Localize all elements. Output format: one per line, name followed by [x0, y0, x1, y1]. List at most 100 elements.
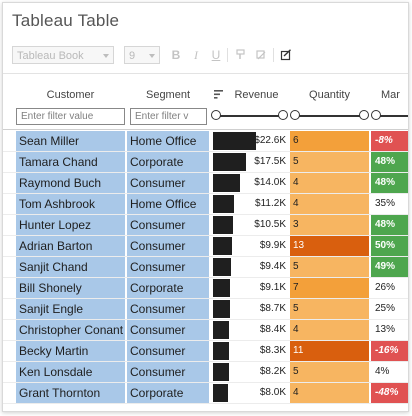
revenue-cell[interactable]: $8.4K: [211, 320, 288, 340]
segment-cell[interactable]: Consumer: [127, 362, 209, 382]
margin-cell[interactable]: 25%: [371, 299, 408, 319]
segment-cell[interactable]: Consumer: [127, 236, 209, 256]
margin-cell[interactable]: 13%: [371, 320, 408, 340]
quantity-cell[interactable]: 4: [290, 320, 369, 340]
table-row[interactable]: Raymond Buch Consumer $14.0K 4 48%: [3, 173, 408, 193]
quantity-range-slider[interactable]: [290, 109, 369, 123]
quantity-cell[interactable]: 6: [290, 131, 369, 151]
table-row[interactable]: Sanjit Engle Consumer $8.7K 5 25%: [3, 299, 408, 319]
table-row[interactable]: Ken Lonsdale Consumer $8.2K 5 4%: [3, 362, 408, 382]
quantity-cell[interactable]: 11: [290, 341, 369, 361]
quantity-cell[interactable]: 7: [290, 278, 369, 298]
customer-cell[interactable]: Sanjit Engle: [16, 299, 125, 319]
margin-cell[interactable]: 26%: [371, 278, 408, 298]
column-header-margin[interactable]: Mar: [381, 89, 400, 101]
customer-cell[interactable]: Sanjit Chand: [16, 257, 125, 277]
sort-bars-icon[interactable]: [214, 90, 224, 99]
column-header-customer[interactable]: Customer: [46, 89, 95, 101]
slider-max-handle[interactable]: [278, 110, 288, 120]
customer-cell[interactable]: Becky Martin: [16, 341, 125, 361]
table-row[interactable]: Tom Ashbrook Home Office $11.2K 4 35%: [3, 194, 408, 214]
segment-cell[interactable]: Consumer: [127, 257, 209, 277]
revenue-cell[interactable]: $8.3K: [211, 341, 288, 361]
revenue-range-slider[interactable]: [211, 109, 288, 123]
underline-icon[interactable]: U: [211, 48, 221, 62]
bold-icon[interactable]: B: [171, 48, 181, 62]
slider-max-handle[interactable]: [359, 110, 369, 120]
margin-cell[interactable]: 49%: [371, 257, 408, 277]
margin-cell[interactable]: 48%: [371, 215, 408, 235]
quantity-cell[interactable]: 5: [290, 257, 369, 277]
table-row[interactable]: Sean Miller Home Office $22.6K 6 -8%: [3, 131, 408, 151]
customer-cell[interactable]: Adrian Barton: [16, 236, 125, 256]
table-row[interactable]: Hunter Lopez Consumer $10.5K 3 48%: [3, 215, 408, 235]
customer-cell[interactable]: Tamara Chand: [16, 152, 125, 172]
segment-cell[interactable]: Corporate: [127, 152, 209, 172]
column-header-quantity[interactable]: Quantity: [309, 89, 350, 101]
revenue-cell[interactable]: $8.2K: [211, 362, 288, 382]
customer-cell[interactable]: Grant Thornton: [16, 383, 125, 403]
revenue-cell[interactable]: $8.0K: [211, 383, 288, 403]
customer-cell[interactable]: Tom Ashbrook: [16, 194, 125, 214]
segment-cell[interactable]: Corporate: [127, 383, 209, 403]
margin-cell[interactable]: -8%: [371, 131, 408, 151]
slider-min-handle[interactable]: [211, 110, 221, 120]
quantity-cell[interactable]: 13: [290, 236, 369, 256]
table-row[interactable]: Tamara Chand Corporate $17.5K 5 48%: [3, 152, 408, 172]
quantity-cell[interactable]: 4: [290, 173, 369, 193]
table-row[interactable]: Bill Shonely Corporate $9.1K 7 26%: [3, 278, 408, 298]
quantity-cell[interactable]: 3: [290, 215, 369, 235]
column-header-segment[interactable]: Segment: [145, 89, 191, 101]
revenue-cell[interactable]: $17.5K: [211, 152, 288, 172]
revenue-cell[interactable]: $9.1K: [211, 278, 288, 298]
margin-cell[interactable]: 4%: [371, 362, 408, 382]
customer-cell[interactable]: Ken Lonsdale: [16, 362, 125, 382]
segment-cell[interactable]: Corporate: [127, 278, 209, 298]
font-size-select[interactable]: 9: [124, 46, 160, 64]
quantity-cell[interactable]: 4: [290, 194, 369, 214]
font-family-select[interactable]: Tableau Book: [12, 46, 114, 64]
segment-cell[interactable]: Consumer: [127, 299, 209, 319]
quantity-cell[interactable]: 4: [290, 383, 369, 403]
quantity-cell[interactable]: 5: [290, 362, 369, 382]
customer-cell[interactable]: Bill Shonely: [16, 278, 125, 298]
table-row[interactable]: Sanjit Chand Consumer $9.4K 5 49%: [3, 257, 408, 277]
customer-cell[interactable]: Raymond Buch: [16, 173, 125, 193]
slider-min-handle[interactable]: [290, 110, 300, 120]
segment-cell[interactable]: Consumer: [127, 320, 209, 340]
revenue-cell[interactable]: $8.7K: [211, 299, 288, 319]
margin-cell[interactable]: 48%: [371, 152, 408, 172]
margin-cell[interactable]: 35%: [371, 194, 408, 214]
column-header-revenue[interactable]: Revenue: [211, 89, 288, 101]
segment-cell[interactable]: Home Office: [127, 131, 209, 151]
margin-cell[interactable]: -16%: [371, 341, 408, 361]
segment-cell[interactable]: Consumer: [127, 173, 209, 193]
quantity-cell[interactable]: 5: [290, 152, 369, 172]
quantity-cell[interactable]: 5: [290, 299, 369, 319]
table-row[interactable]: Christopher Conant Consumer $8.4K 4 13%: [3, 320, 408, 340]
clear-format-icon[interactable]: [253, 46, 269, 64]
edit-checkbox-icon[interactable]: [278, 46, 294, 64]
segment-cell[interactable]: Home Office: [127, 194, 209, 214]
margin-cell[interactable]: 50%: [371, 236, 408, 256]
table-row[interactable]: Adrian Barton Consumer $9.9K 13 50%: [3, 236, 408, 256]
customer-cell[interactable]: Christopher Conant: [16, 320, 125, 340]
margin-cell[interactable]: 48%: [371, 173, 408, 193]
italic-icon[interactable]: I: [194, 48, 198, 62]
margin-cell[interactable]: -48%: [371, 383, 408, 403]
revenue-cell[interactable]: $9.4K: [211, 257, 288, 277]
table-row[interactable]: Becky Martin Consumer $8.3K 11 -16%: [3, 341, 408, 361]
segment-filter-input[interactable]: [130, 108, 207, 125]
revenue-cell[interactable]: $10.5K: [211, 215, 288, 235]
customer-filter-input[interactable]: [16, 108, 125, 125]
revenue-cell[interactable]: $14.0K: [211, 173, 288, 193]
revenue-cell[interactable]: $22.6K: [211, 131, 288, 151]
customer-cell[interactable]: Sean Miller: [16, 131, 125, 151]
paint-format-icon[interactable]: [233, 46, 249, 64]
slider-min-handle[interactable]: [371, 110, 381, 120]
segment-cell[interactable]: Consumer: [127, 215, 209, 235]
segment-cell[interactable]: Consumer: [127, 341, 209, 361]
revenue-cell[interactable]: $9.9K: [211, 236, 288, 256]
table-row[interactable]: Grant Thornton Corporate $8.0K 4 -48%: [3, 383, 408, 403]
revenue-cell[interactable]: $11.2K: [211, 194, 288, 214]
